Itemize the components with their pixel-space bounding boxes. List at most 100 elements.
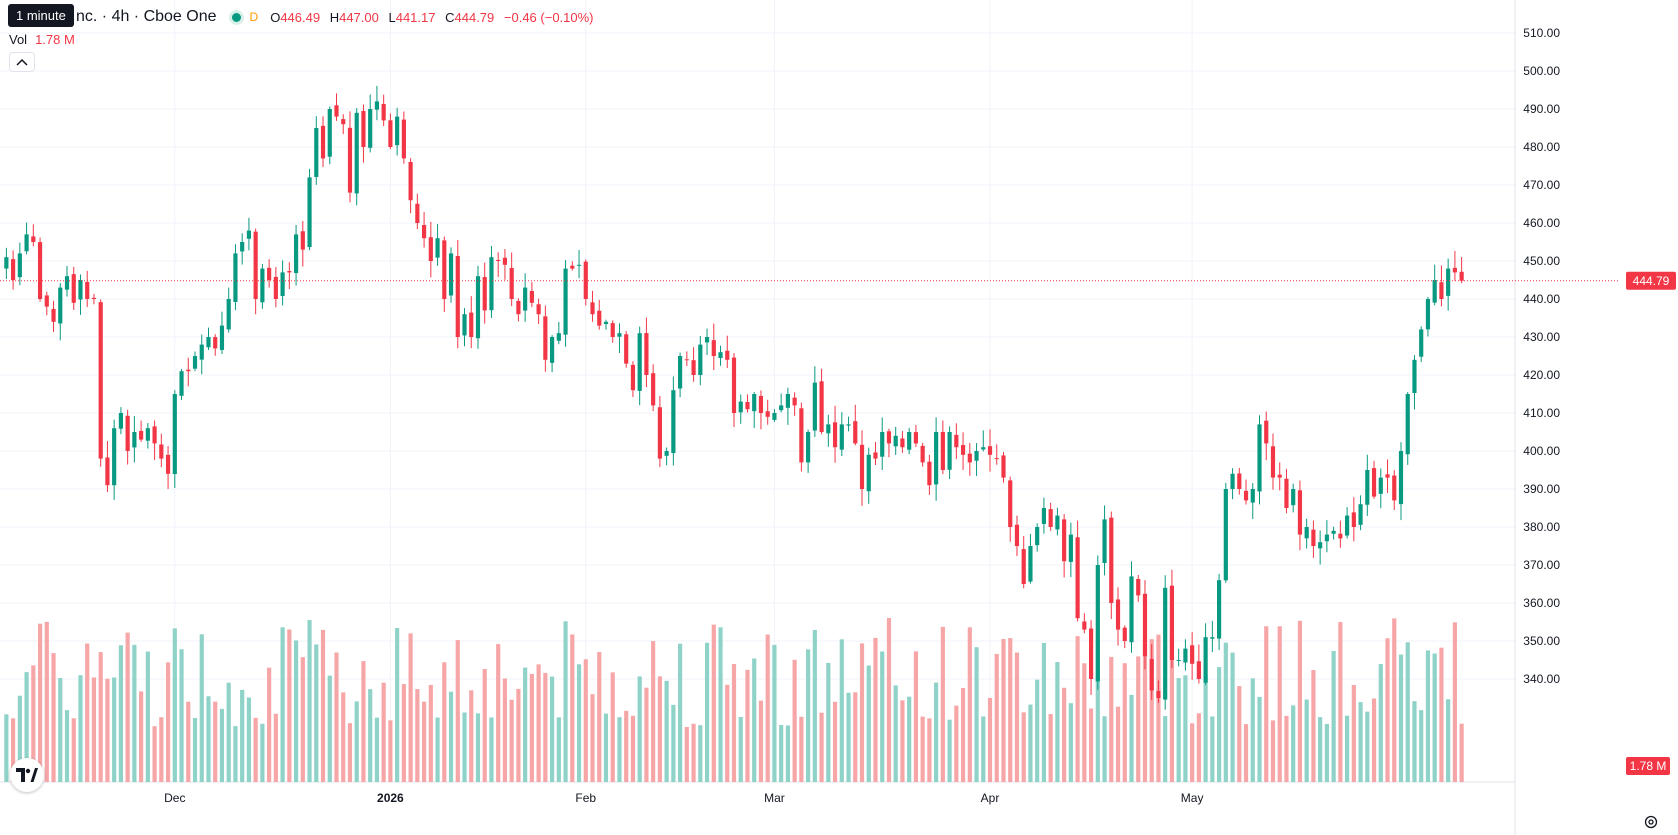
volume-bar [981,716,986,782]
candle [381,94,386,127]
volume-bar [361,661,366,782]
candle [112,419,117,500]
candle [657,396,662,468]
volume-bar [1385,638,1390,782]
candle [1041,497,1047,534]
chevron-up-icon [16,58,28,66]
volume-bar [752,658,757,782]
candle [651,364,656,412]
candle [341,114,346,135]
volume-bar [51,653,56,782]
volume-bar [1149,639,1154,782]
candle [1014,515,1020,557]
volume-bar [139,691,144,782]
candle [954,423,959,460]
price-tick-label: 440.00 [1523,292,1560,306]
volume-bar [145,651,150,782]
candle [920,442,925,467]
volume-bar [267,667,272,782]
candle [624,331,629,368]
volume-bar [428,684,433,782]
candle [779,393,784,413]
volume-bar [354,701,359,782]
volume-bar [179,649,184,782]
volume-bar [1439,647,1444,782]
candle [1001,452,1006,483]
candle [37,237,43,302]
volume-bar [381,682,386,782]
volume-bar [307,619,312,782]
volume-bar [455,640,460,782]
candle [1088,620,1094,695]
tradingview-logo-icon[interactable] [10,758,44,792]
candle [206,327,211,350]
price-tick-label: 420.00 [1523,368,1560,382]
candle [1304,518,1309,549]
volume-bar [832,701,838,782]
volume-bar [1425,650,1431,782]
candle [738,394,743,424]
volume-bar [482,668,487,782]
volume-bar [347,723,353,782]
candle [853,404,858,446]
candle [374,85,380,121]
candle [78,274,83,315]
candle [71,266,76,311]
candle [226,287,231,333]
symbol-title[interactable]: nc. · 4h · Cboe One [76,8,217,25]
volume-bar [192,718,198,782]
candle [401,111,406,164]
volume-bar [388,720,393,782]
collapse-legend-button[interactable] [9,52,35,72]
volume-bar [280,627,285,782]
candle [981,430,986,452]
volume-bar [1405,642,1410,782]
candle [314,116,319,185]
volume-bar [806,649,811,782]
candle [233,244,238,311]
price-tick-label: 360.00 [1523,596,1560,610]
volume-legend: Vol 1.78 M [9,32,75,47]
volume-bar [691,723,696,782]
candle [1068,522,1073,578]
candle [1284,468,1289,514]
volume-bar [698,725,703,782]
volume-bar [718,627,723,782]
volume-bar [213,701,218,782]
volume-bar [1412,701,1417,782]
volume-bar [509,699,514,782]
candle [51,300,56,333]
volume-bar [37,623,43,782]
time-axis[interactable]: Dec 2026 Feb Mar Apr May [164,791,1203,805]
volume-bar [563,621,568,782]
volume-bar [725,684,730,782]
candle [1345,507,1350,539]
price-axis[interactable]: 510.00 500.00 490.00 480.00 470.00 460.00 450.… [1523,26,1560,686]
candle [637,326,642,406]
volume-bar [58,677,63,782]
volume-bar [657,676,662,782]
candle [132,416,137,463]
volume-bar [1264,626,1269,782]
volume-bar [91,677,97,782]
candle [462,308,467,347]
candle [671,376,676,466]
volume-bar [64,710,70,782]
volume-bar [226,682,231,782]
candle [361,104,366,163]
candle [550,335,555,373]
gear-icon[interactable] [1643,814,1659,830]
volume-bar [664,680,669,782]
candle [1405,392,1410,465]
volume-bar [334,652,339,782]
volume-bar [1318,717,1323,782]
volume-bar [738,716,743,782]
volume-bar [1216,667,1222,782]
candle [698,335,703,386]
candle [691,347,696,382]
candle [287,262,292,289]
volume-bar [934,682,939,782]
volume-bar [624,710,629,782]
volume-bar [186,701,191,782]
